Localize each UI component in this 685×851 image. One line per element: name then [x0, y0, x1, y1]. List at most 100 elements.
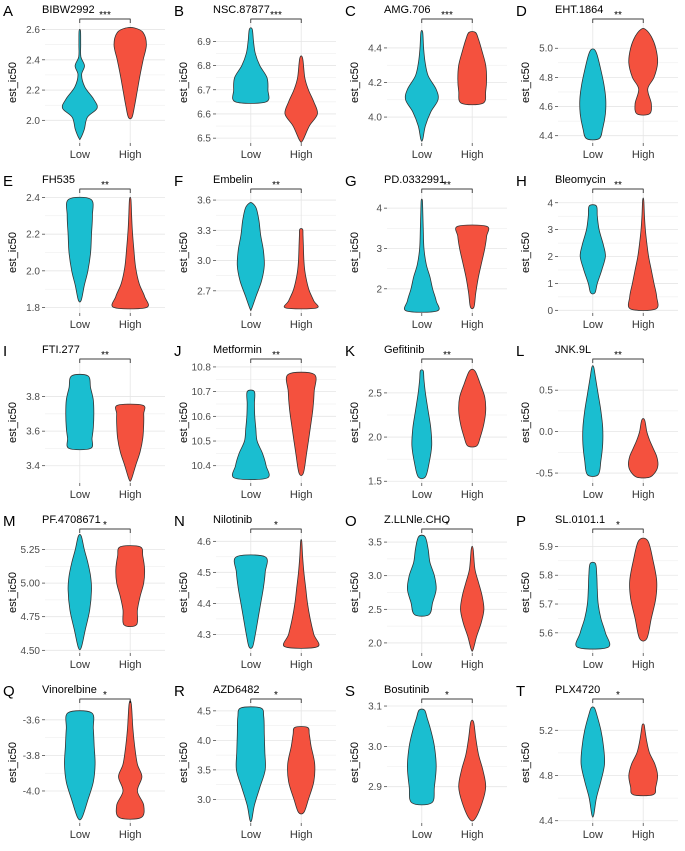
- y-tick-label: 2.2: [26, 86, 40, 97]
- y-tick-label: 4.0: [368, 113, 382, 124]
- violin-chart: P SL.0101.1 5.6 5.7 5.8 5.9 est_ic50 * Low High: [516, 513, 678, 671]
- y-tick-label: -4.0: [23, 786, 41, 797]
- y-tick-label: 1: [547, 279, 553, 290]
- panel-letter: S: [345, 683, 355, 700]
- significance-label: ***: [99, 10, 111, 21]
- significance-label: *: [103, 520, 107, 531]
- x-tick-label: High: [632, 489, 655, 501]
- x-tick-label: High: [290, 829, 313, 841]
- chart-title: AZD6482: [213, 684, 259, 696]
- violin-low: [232, 27, 270, 104]
- significance-bracket: [250, 18, 302, 23]
- panel-letter: E: [3, 173, 13, 190]
- y-axis-label: est_ic50: [520, 742, 532, 783]
- y-axis-label: est_ic50: [520, 572, 532, 613]
- y-axis-label: est_ic50: [7, 62, 19, 103]
- x-tick-label: High: [461, 829, 484, 841]
- panel-q: Q Vinorelbine -4.0 -3.8 -3.6 est_ic50 * Low High: [0, 680, 171, 850]
- y-tick-label: 10.5: [192, 437, 212, 448]
- gridlines: [216, 532, 336, 653]
- x-tick-label: Low: [241, 659, 261, 671]
- y-tick-label: 4.0: [197, 736, 211, 747]
- y-tick-label: 2.0: [26, 266, 40, 277]
- y-tick-label: 2.4: [26, 193, 40, 204]
- x-tick-label: Low: [412, 659, 432, 671]
- gridlines: [558, 22, 678, 143]
- x-tick-label: High: [290, 659, 313, 671]
- x-tick-label: High: [632, 829, 655, 841]
- x-tick-label: Low: [70, 829, 90, 841]
- significance-bracket: [250, 698, 302, 703]
- y-tick-label: -3.6: [23, 715, 41, 726]
- gridlines: [45, 532, 165, 653]
- significance-label: ***: [441, 10, 453, 21]
- panel-a: A BIBW2992 2.0 2.2 2.4 2.6 est_ic50 *** Low High: [0, 0, 171, 170]
- violin-high: [455, 224, 490, 310]
- violin-low: [235, 706, 266, 823]
- significance-bracket: [79, 188, 131, 193]
- significance-bracket: [421, 698, 473, 703]
- panel-s: S Bosutinib 2.9 3.0 3.1 est_ic50 * Low High: [342, 680, 513, 850]
- x-tick-label: High: [461, 659, 484, 671]
- y-tick-label: 3.5: [197, 765, 211, 776]
- y-tick-label: 2.2: [26, 230, 40, 241]
- y-axis-label: est_ic50: [349, 742, 361, 783]
- chart-title: Metformin: [213, 344, 262, 356]
- panel-t: T PLX4720 4.4 4.8 5.2 est_ic50 * Low High: [513, 680, 684, 850]
- y-tick-label: -0.5: [536, 469, 554, 480]
- gridlines: [216, 192, 336, 313]
- y-axis-label: est_ic50: [349, 232, 361, 273]
- chart-title: NSC.87877: [213, 4, 270, 16]
- y-tick-label: 2.5: [368, 388, 382, 399]
- y-tick-label: 2.0: [368, 638, 382, 649]
- panel-letter: T: [516, 683, 525, 700]
- y-axis-label: est_ic50: [178, 572, 190, 613]
- chart-title: AMG.706: [384, 4, 430, 16]
- y-tick-label: 4.3: [197, 630, 211, 641]
- x-tick-label: High: [461, 489, 484, 501]
- violin-low: [404, 30, 439, 142]
- violin-high: [458, 719, 487, 822]
- significance-bracket: [421, 188, 473, 193]
- y-tick-label: 5.7: [539, 600, 553, 611]
- gridlines: [387, 702, 507, 823]
- y-tick-label: 4.4: [539, 816, 553, 827]
- gridlines: [387, 192, 507, 313]
- y-tick-label: 3.4: [26, 461, 40, 472]
- violin-high: [113, 27, 147, 120]
- x-tick-label: High: [119, 489, 142, 501]
- significance-bracket: [250, 358, 302, 363]
- significance-label: **: [614, 180, 622, 191]
- y-tick-label: 4.75: [21, 612, 41, 623]
- gridlines: [387, 22, 507, 143]
- y-tick-label: 4: [376, 204, 382, 215]
- violin-high: [628, 723, 659, 797]
- panel-o: O Z.LLNle.CHO 2.0 2.5 3.0 3.5 est_ic50 * Low High: [342, 510, 513, 680]
- chart-title: Bleomycin: [555, 174, 606, 186]
- panel-b: B NSC.87877 6.5 6.6 6.7 6.8 6.9 est_ic50 *** Low H…: [171, 0, 342, 170]
- violin-low: [406, 534, 437, 617]
- y-tick-label: 6.8: [197, 61, 211, 72]
- y-axis-label: est_ic50: [349, 62, 361, 103]
- significance-label: **: [614, 350, 622, 361]
- panel-letter: N: [174, 513, 185, 530]
- panel-l: L JNK.9L -0.5 0.0 0.5 est_ic50 ** Low High: [513, 340, 684, 510]
- chart-title: BIBW2992: [42, 4, 95, 16]
- y-axis-label: est_ic50: [178, 402, 190, 443]
- x-tick-label: Low: [70, 659, 90, 671]
- y-tick-label: 2: [547, 252, 553, 263]
- x-tick-label: High: [119, 659, 142, 671]
- y-tick-label: 5.8: [539, 571, 553, 582]
- y-tick-label: 3.6: [26, 427, 40, 438]
- significance-label: *: [445, 520, 449, 531]
- significance-bracket: [79, 18, 131, 23]
- violin-high: [111, 196, 149, 310]
- panel-e: E FH535 1.8 2.0 2.2 2.4 est_ic50 ** Low High: [0, 170, 171, 340]
- violin-high: [282, 538, 320, 649]
- chart-title: Bosutinib: [384, 684, 429, 696]
- y-tick-label: 2.9: [368, 782, 382, 793]
- chart-title: SL.0101.1: [555, 514, 605, 526]
- gridlines: [216, 362, 336, 483]
- panel-letter: M: [3, 513, 16, 530]
- panel-d: D EHT.1864 4.4 4.6 4.8 5.0 est_ic50 ** Low High: [513, 0, 684, 170]
